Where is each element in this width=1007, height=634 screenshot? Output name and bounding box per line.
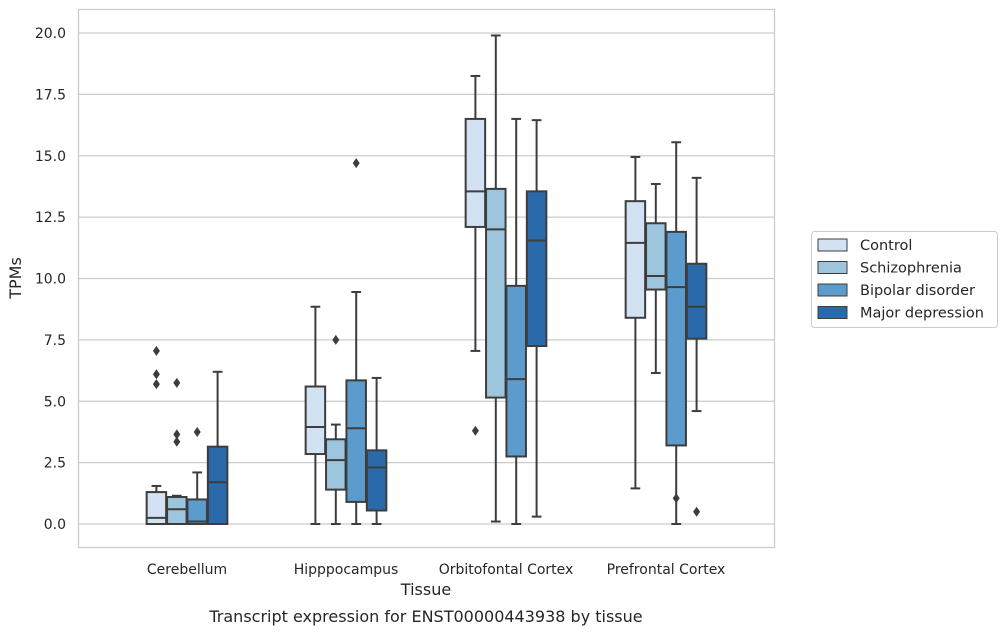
box-2-2	[505, 117, 527, 525]
x-tick-label: Hipppocampus	[294, 562, 399, 578]
y-tick-label: 15.0	[35, 149, 66, 165]
outlier-point	[173, 436, 181, 447]
plot-area-frame	[77, 8, 776, 549]
legend-swatch	[817, 261, 848, 274]
box-body	[464, 117, 487, 228]
box-3-1	[365, 376, 388, 525]
legend-label: Schizophrenia	[860, 261, 962, 277]
box-body	[206, 445, 229, 526]
box-3-2	[525, 119, 548, 518]
outlier-point	[173, 377, 181, 388]
x-axis-label: Tissue	[400, 580, 451, 599]
box-body	[685, 262, 708, 340]
outlier-point	[471, 425, 479, 436]
legend: Control Schizophrenia Bipolar disorder Majo…	[811, 231, 998, 328]
x-axis-ticks: Cerebellum Hipppocampus Orbitofontal Corte…	[147, 562, 725, 578]
legend-label: Bipolar disorder	[860, 283, 975, 299]
box-body	[645, 222, 667, 291]
box-body	[325, 438, 347, 491]
box-1-3	[645, 182, 667, 375]
y-tick-label: 12.5	[35, 210, 66, 226]
y-tick-label: 17.5	[35, 87, 66, 103]
box-3-3	[685, 176, 708, 517]
box-2-1	[345, 158, 367, 525]
legend-swatch	[817, 283, 848, 297]
x-tick-label: Cerebellum	[147, 562, 227, 578]
box-body	[186, 498, 208, 526]
box-body	[624, 200, 647, 319]
outlier-point	[173, 429, 181, 440]
box-0-3	[624, 155, 647, 490]
outlier-point	[193, 426, 201, 437]
legend-frame	[811, 231, 998, 328]
outlier-point	[352, 158, 360, 169]
legend-label: Major depression	[860, 306, 984, 322]
box-body	[304, 385, 327, 456]
box-body	[345, 379, 367, 503]
box-body	[166, 495, 188, 525]
y-tick-label: 20.0	[35, 26, 66, 42]
outlier-point	[693, 506, 701, 517]
outlier-point	[672, 493, 680, 504]
box-1-2	[485, 34, 507, 523]
y-tick-label: 2.5	[44, 456, 66, 472]
box-body	[525, 190, 548, 348]
box-2-3	[665, 141, 687, 525]
y-axis-ticks: 0.0 2.5 5.0 7.5 10.0 12.5 15.0 17.5 20.0	[35, 26, 66, 533]
box-2-0	[186, 426, 208, 526]
box-0-1	[304, 305, 327, 525]
y-axis-label: TPMs	[6, 257, 25, 300]
box-3-0	[206, 370, 229, 526]
chart-caption: Transcript expression for ENST0000044393…	[208, 607, 642, 626]
outlier-point	[152, 379, 160, 390]
legend-swatch	[817, 238, 848, 252]
x-tick-label: Orbitofontal Cortex	[439, 562, 574, 578]
y-tick-label: 0.0	[44, 517, 66, 533]
box-plot-series	[145, 34, 708, 526]
box-0-0	[145, 345, 168, 525]
box-body	[485, 187, 507, 399]
x-tick-label: Prefrontal Cortex	[607, 562, 726, 578]
box-0-2	[464, 74, 487, 436]
y-tick-label: 7.5	[44, 333, 66, 349]
grid-lines	[78, 32, 775, 525]
outlier-point	[152, 345, 160, 356]
legend-label: Control	[860, 238, 912, 254]
box-body	[145, 491, 168, 525]
y-tick-label: 10.0	[35, 272, 66, 288]
box-1-1	[325, 334, 347, 525]
box-body	[505, 284, 527, 458]
outlier-point	[152, 369, 160, 380]
box-1-0	[166, 377, 188, 525]
box-body	[365, 449, 388, 512]
outlier-point	[332, 334, 340, 345]
y-tick-label: 5.0	[44, 394, 66, 410]
box-body	[665, 230, 687, 447]
legend-swatch	[817, 306, 848, 319]
